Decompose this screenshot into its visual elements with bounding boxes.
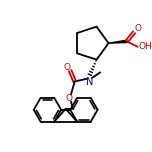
Text: OH: OH [139, 42, 152, 51]
Text: O: O [135, 24, 142, 33]
Text: N: N [86, 77, 93, 87]
Text: O: O [64, 63, 71, 72]
Text: O: O [66, 94, 73, 103]
Polygon shape [109, 40, 127, 43]
